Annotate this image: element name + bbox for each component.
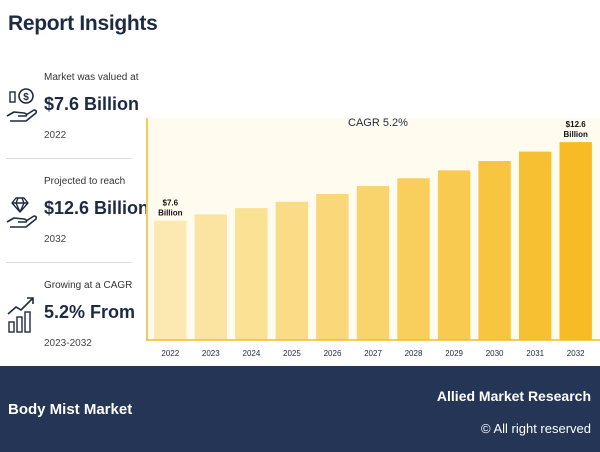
tick-label-2027: 2027 (364, 349, 382, 358)
tick-label-2029: 2029 (445, 349, 463, 358)
bar-2027 (356, 186, 390, 340)
bar-2030 (478, 161, 511, 340)
bar-chart: CAGR 5.2% 2022 $7.6 Billion 2023 2024 2025 2026… (146, 117, 600, 368)
stat-value: $12.6 Billion (44, 198, 150, 218)
tick-label-2025: 2025 (283, 349, 301, 358)
chart-title: CAGR 5.2% (348, 118, 408, 129)
stat-label: Growing at a CAGR (44, 280, 133, 291)
stat-value: 5.2% From (44, 302, 136, 322)
stat-market-value: $ Market was valued at $7.6 Billion 2022 (6, 72, 139, 167)
bar-2025 (275, 201, 309, 340)
stat-year: 2022 (44, 130, 67, 141)
page-title: Report Insights (8, 12, 158, 35)
tick-label-2024: 2024 (243, 349, 261, 358)
bar-2023 (194, 214, 227, 340)
bar-2028 (397, 178, 430, 340)
divider (6, 262, 132, 263)
stat-value: $7.6 Billion (44, 94, 140, 114)
bar-2032 (559, 142, 592, 340)
data-label-2032: $12.6 Billion (563, 120, 588, 139)
svg-text:$: $ (23, 92, 29, 103)
tick-label-2026: 2026 (324, 349, 342, 358)
money-bag-hand-icon: $ (6, 88, 38, 122)
brand-name: Allied Market Research (436, 388, 591, 404)
copyright: © All right reserved (480, 421, 591, 436)
footer: Body Mist Market Allied Market Research … (0, 366, 600, 452)
stat-year: 2023-2032 (44, 338, 92, 349)
divider (6, 158, 132, 159)
stat-year: 2032 (44, 234, 67, 245)
tick-label-2023: 2023 (202, 349, 220, 358)
tick-label-2030: 2030 (486, 349, 504, 358)
tick-label-2022: 2022 (161, 349, 179, 358)
bar-2022 (154, 220, 187, 340)
growth-chart-icon (7, 297, 34, 333)
data-label-2022: $7.6 Billion (158, 199, 183, 218)
stat-label: Projected to reach (44, 176, 126, 187)
bar-2024 (235, 208, 268, 340)
bar-2031 (519, 151, 552, 340)
bar-chart-svg: CAGR 5.2% 2022 $7.6 Billion 2023 2024 2025 2026… (146, 117, 600, 358)
bar-2029 (437, 170, 471, 340)
bar-2026 (316, 194, 349, 340)
stat-projected-value: Projected to reach $12.6 Billion 2032 (6, 176, 149, 271)
stat-label: Market was valued at (44, 72, 139, 83)
tick-label-2028: 2028 (405, 349, 423, 358)
stat-cagr: Growing at a CAGR 5.2% From 2023-2032 (6, 280, 136, 375)
market-name: Body Mist Market (8, 401, 133, 418)
tick-label-2031: 2031 (526, 349, 544, 358)
tick-label-2032: 2032 (567, 349, 585, 358)
diamond-hand-icon (6, 197, 38, 228)
